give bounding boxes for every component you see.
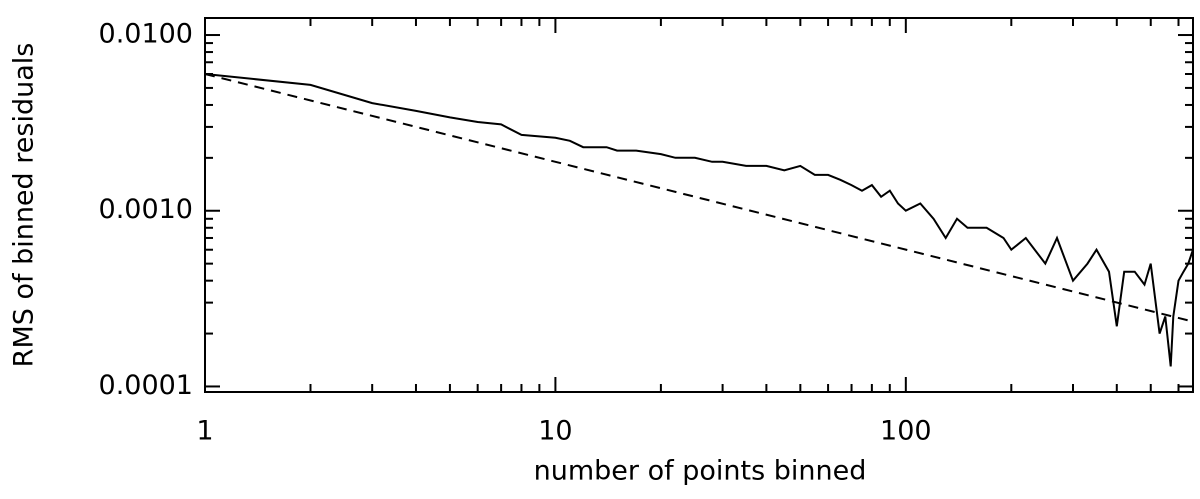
x-tick-label: 100 xyxy=(880,416,932,447)
x-tick-label: 10 xyxy=(538,416,572,447)
y-tick-label: 0.0100 xyxy=(99,19,193,50)
x-axis-label: number of points binned xyxy=(534,456,867,487)
y-axis-label: RMS of binned residuals xyxy=(9,43,40,368)
y-tick-label: 0.0001 xyxy=(99,370,193,401)
reference-line xyxy=(204,73,1194,323)
y-tick-label: 0.0010 xyxy=(99,194,193,225)
data-line xyxy=(204,73,1194,367)
x-tick-label: 1 xyxy=(196,416,213,447)
plot-frame xyxy=(204,17,1194,393)
